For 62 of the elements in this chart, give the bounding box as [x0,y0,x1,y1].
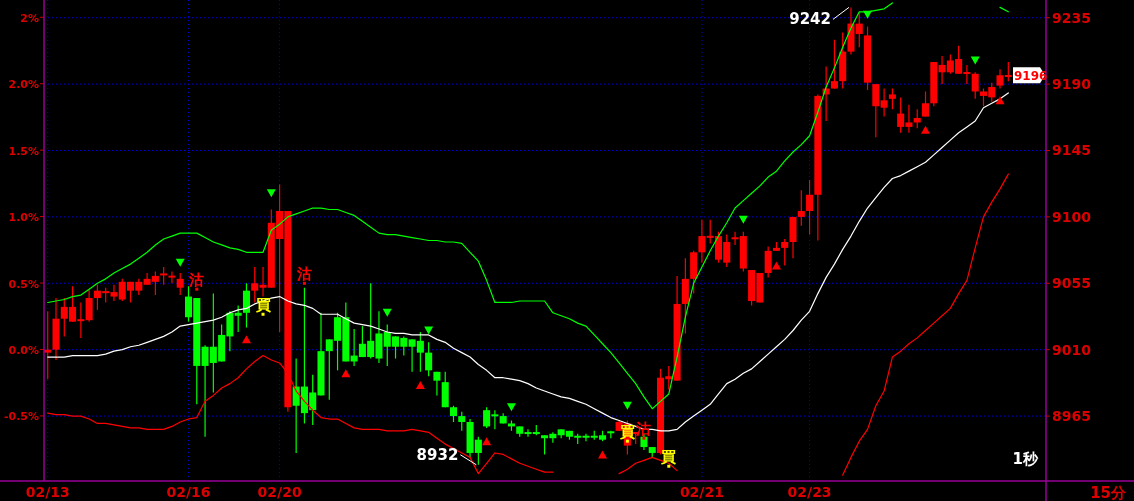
candlestick [913,108,921,129]
candlestick [781,238,789,267]
y2-tick-label: 1.5% [8,144,39,158]
candlestick [971,71,979,100]
point [921,125,931,134]
y-tick-label: 9055 [1052,275,1091,292]
point [241,335,251,344]
y2-tick-label: 0.0% [8,343,39,357]
point [341,369,351,378]
x-tick-label: 02/21 [679,484,724,500]
point [622,401,632,410]
point [302,281,306,285]
candlestick [458,411,466,432]
candlestick [872,83,880,138]
candlestick [242,282,250,329]
data-label: 買 [254,296,271,315]
point [175,258,185,267]
text: 1秒 [1012,450,1039,468]
y-tick-label: 9100 [1052,208,1092,225]
candlestick [234,304,242,333]
x-tick-label: 02/16 [166,484,211,500]
candlestick [880,87,888,118]
data-label: 沽 [295,265,312,284]
candlestick [698,219,706,264]
y2-tick-label: -0.5% [3,410,39,424]
point [995,96,1005,105]
point [195,287,199,291]
annotation: 9242 [789,10,831,29]
y2-tick-label: 0.5% [8,277,39,291]
point [506,403,516,412]
x-tick-label: 02/23 [787,484,832,500]
point [382,308,392,317]
y-tick-label: 9145 [1052,142,1091,159]
text: 15分 [1090,484,1127,501]
candlestick [168,270,176,284]
y2-tick-label: 2.0% [8,78,39,92]
y-tick-label: 9190 [1052,76,1092,93]
annotation: 8932 [416,445,459,464]
candlestick [425,341,433,377]
candlestick [921,90,930,118]
x-tick-label: 02/20 [257,484,302,500]
y-tick-label: 8965 [1052,408,1091,425]
data-label: 沽 [188,271,205,290]
y2-tick-label: 1.0% [8,211,39,225]
candlestick [176,272,184,296]
y-tick-label: 9010 [1052,341,1092,358]
point [863,10,873,19]
point [738,215,748,224]
point [482,437,492,446]
candlestick [85,288,93,323]
candlestick [830,39,838,90]
data-label: 買 [660,448,677,467]
point [771,261,781,270]
y2-tick-label: 2% [20,11,39,25]
candlestick [806,179,814,236]
candlestick [888,87,896,110]
candlestick [797,189,805,227]
point [415,381,425,390]
y-tick-label: 9235 [1052,9,1091,26]
point [266,189,276,198]
x-tick-label: 02/13 [25,484,70,500]
point [970,56,980,65]
